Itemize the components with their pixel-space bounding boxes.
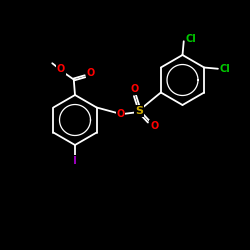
Text: Cl: Cl [220, 64, 230, 74]
Text: O: O [131, 84, 139, 94]
Text: O: O [86, 68, 94, 78]
Text: O: O [116, 109, 124, 119]
Text: I: I [73, 156, 77, 166]
Text: S: S [135, 106, 143, 116]
Text: Cl: Cl [186, 34, 196, 44]
Text: O: O [57, 64, 65, 74]
Text: O: O [150, 121, 158, 131]
